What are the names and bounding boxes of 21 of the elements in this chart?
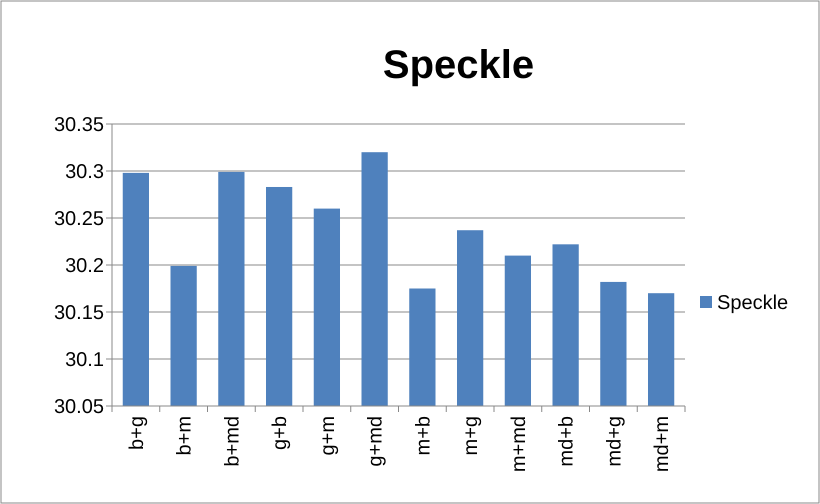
x-tick-label: m+b xyxy=(412,416,434,456)
x-tick-label: md+g xyxy=(603,416,626,467)
y-tick-label: 30.35 xyxy=(54,114,104,136)
x-tick-label: b+m xyxy=(174,416,196,456)
legend-label: Speckle xyxy=(717,292,788,314)
x-tick-label: m+g xyxy=(460,416,482,456)
x-tick-label: g+m xyxy=(316,416,339,456)
x-tick-label: m+md xyxy=(508,416,530,472)
y-tick-label: 30.15 xyxy=(54,302,104,324)
x-tick-label: g+md xyxy=(364,416,387,467)
x-tick-label: g+b xyxy=(269,416,292,450)
y-tick-label: 30.25 xyxy=(54,208,104,230)
x-tick-label: md+m xyxy=(651,416,674,472)
y-tick-label: 30.2 xyxy=(65,255,104,277)
y-tick-label: 30.3 xyxy=(65,161,104,183)
x-tick-label: md+b xyxy=(556,416,578,467)
y-tick-label: 30.05 xyxy=(54,396,104,418)
chart-title: Speckle xyxy=(382,43,534,87)
x-tick-label: b+g xyxy=(126,416,148,450)
y-tick-label: 30.1 xyxy=(65,349,104,371)
x-tick-label: b+md xyxy=(221,416,244,467)
